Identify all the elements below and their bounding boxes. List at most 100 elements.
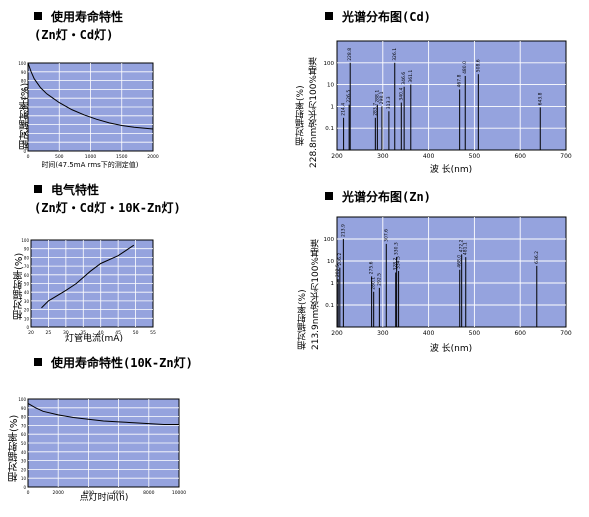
electric-ytick-label: 30: [24, 299, 30, 304]
spec-cd-title: 光谱分布图(Cd): [342, 10, 431, 24]
life_10k-xtick-label: 2000: [52, 490, 64, 496]
spec-zn-title: 光谱分布图(Zn): [342, 190, 431, 204]
electric-ytick-label: 0: [26, 325, 29, 330]
spec_zn-line-label: 202.5: [335, 264, 341, 277]
spec_zn-line-label: 481.1: [463, 242, 469, 255]
electric-ytick-label: 10: [24, 316, 30, 321]
life_10k-xtick-label: 10000: [172, 490, 186, 496]
spec_cd-xtick-label: 600: [514, 153, 526, 160]
electric-xtick-label: 45: [115, 330, 121, 336]
spec_cd-xtick-label: 300: [377, 153, 389, 160]
spec_cd-ytick-label: 100: [324, 61, 335, 67]
spec_cd-line-label: 346.6: [401, 72, 407, 85]
life_zn_cd-xlabel: 时间(47.5mA rms下的测定值): [41, 160, 138, 169]
spec_cd-line-label: 288.1: [374, 90, 380, 103]
spec_cd-line-label: 467.8: [457, 74, 463, 87]
spec_cd-line-label: 480.0: [462, 61, 468, 74]
spec_cd-line-label: 214.4: [341, 103, 347, 116]
life_10k-ytick-label: 40: [21, 450, 27, 455]
life-10k-header: 使用寿命特性(10K-Zn灯): [34, 356, 193, 371]
electric-xtick-label: 35: [80, 330, 86, 336]
life_zn_cd-xtick-label: 0: [27, 154, 30, 160]
life_zn_cd-ytick-label: 30: [21, 123, 27, 128]
spec_cd-line-label: 326.1: [392, 48, 398, 61]
electric-header: 电气特性: [34, 183, 99, 198]
spec_zn-line-label: 280.1: [371, 277, 377, 290]
spec_zn-xtick-label: 400: [423, 330, 435, 337]
spec_zn-ytick-label: 0.1: [325, 303, 334, 309]
spec_cd-line-label: 228.8: [347, 48, 353, 61]
life_10k-ytick-label: 30: [21, 459, 27, 464]
spec_cd-line-label: 508.6: [475, 59, 481, 72]
spec_cd-line-label: 298.1: [379, 91, 385, 104]
electric-ytick-label: 80: [24, 255, 30, 260]
spec_zn-line-label: 330.3: [394, 242, 400, 255]
life_zn_cd-ytick-label: 90: [21, 70, 27, 75]
spec_cd-line-label: 226.5: [346, 90, 352, 103]
spec_cd-line-label: 643.8: [537, 92, 543, 105]
spec_zn-line-label: 636.2: [534, 251, 540, 264]
life_zn_cd-ytick-label: 60: [21, 96, 27, 101]
spec_zn-line-label: 472.2: [459, 239, 465, 252]
electric-series-line: [41, 244, 135, 309]
spec_cd-ytick-label: 0.1: [325, 126, 334, 132]
spec_zn-line-label: 328.2: [393, 257, 399, 270]
life_zn_cd-ytick-label: 80: [21, 79, 27, 84]
spec_zn-line-label: 334.5: [396, 256, 402, 269]
electric-ytick-label: 60: [24, 273, 30, 278]
life_zn_cd-ytick-label: 50: [21, 105, 27, 110]
electric-ytick-label: 100: [21, 238, 29, 243]
bullet-square-icon: [34, 358, 42, 366]
spec_cd-line-label: 313.3: [386, 96, 392, 109]
spec_zn-line-label: 206.2: [337, 253, 343, 266]
spec_zn-line-label: 468.0: [457, 255, 463, 268]
life_zn_cd-xtick-label: 1500: [116, 154, 128, 160]
electric-ytick-label: 50: [24, 282, 30, 287]
electric-xtick-label: 55: [150, 330, 156, 336]
spec_cd-ytick-label: 1: [331, 104, 335, 110]
spec_cd-plot-area: [336, 40, 567, 151]
life_10k-ytick-label: 10: [21, 476, 27, 481]
life_10k-ytick-label: 90: [21, 406, 27, 411]
life_zn_cd-xtick-label: 500: [55, 154, 64, 160]
spec_zn-ytick-label: 100: [324, 237, 335, 243]
life-zn-cd-header: 使用寿命特性: [34, 10, 123, 25]
bullet-square-icon: [325, 192, 333, 200]
electric-subtitle: (Zn灯・Cd灯・10K-Zn灯): [34, 201, 181, 215]
spec_cd-xlabel: 波 长(nm): [430, 163, 472, 175]
life_10k-xtick-label: 6000: [113, 490, 125, 496]
spec_zn-plot-area: [336, 216, 567, 328]
life_10k-ytick-label: 80: [21, 415, 27, 420]
life_zn_cd-ytick-label: 0: [23, 149, 26, 154]
electric-ytick-label: 40: [24, 290, 30, 295]
life_zn_cd-ytick-label: 20: [21, 131, 27, 136]
spec_zn-xlabel: 波 长(nm): [430, 342, 472, 354]
electric-ytick-label: 90: [24, 247, 30, 252]
life_zn_cd-ytick-label: 40: [21, 114, 27, 119]
life_10k-ytick-label: 100: [18, 397, 26, 402]
life_10k-xtick-label: 0: [27, 490, 30, 496]
spec_zn-xtick-label: 200: [331, 330, 343, 337]
bullet-square-icon: [34, 185, 42, 193]
electric-xlabel: 灯管电流(mA): [65, 332, 123, 344]
life_10k-xtick-label: 8000: [143, 490, 155, 496]
spec_zn-xtick-label: 500: [469, 330, 481, 337]
spec_zn-line-label: 307.6: [383, 229, 389, 242]
spec_cd-line-label: 340.4: [398, 88, 404, 101]
spec_zn-xtick-label: 300: [377, 330, 389, 337]
spec_zn-xtick-label: 700: [560, 330, 572, 337]
electric-xtick-label: 40: [98, 330, 104, 336]
electric-ytick-label: 20: [24, 308, 30, 313]
spec-cd-header: 光谱分布图(Cd): [325, 10, 431, 25]
life_zn_cd-ytick-label: 70: [21, 87, 27, 92]
life-zn-cd-subtitle: (Zn灯・Cd灯): [34, 28, 114, 42]
life_10k-ytick-label: 50: [21, 441, 27, 446]
electric-xtick-label: 20: [28, 330, 34, 336]
spec_zn-xtick-label: 600: [514, 330, 526, 337]
spec_zn-ytick-label: 1: [331, 281, 335, 287]
bullet-square-icon: [34, 12, 42, 20]
electric-title: 电气特性: [51, 183, 100, 197]
life_zn_cd-xtick-label: 1000: [85, 154, 97, 160]
electric-xtick-label: 30: [63, 330, 69, 336]
